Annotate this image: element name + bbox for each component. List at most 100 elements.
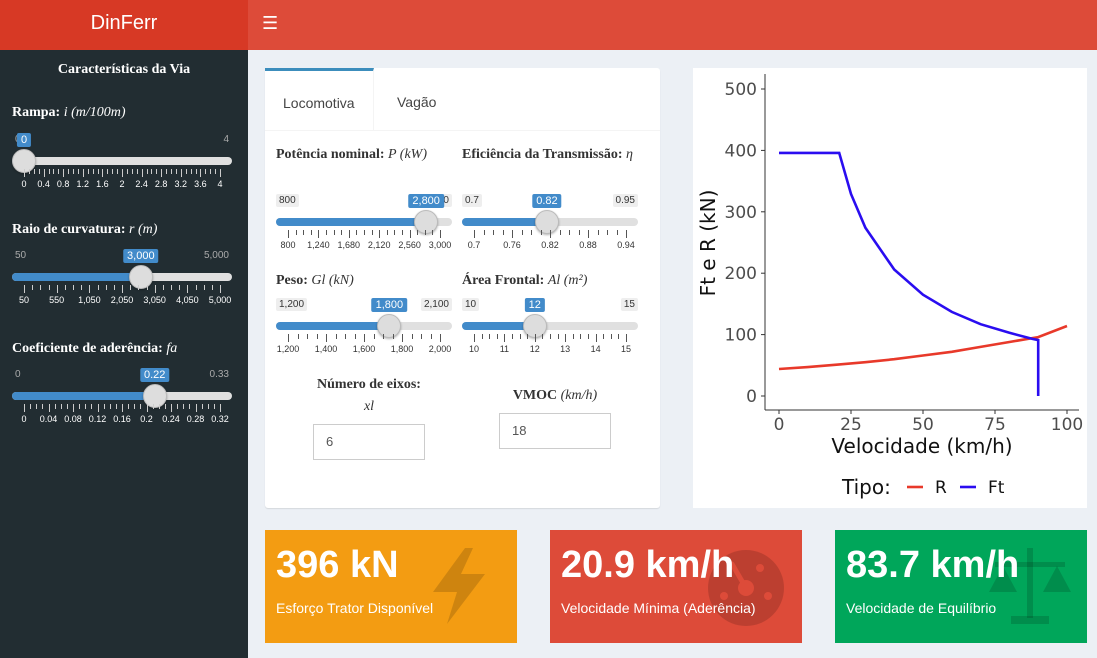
- slider-tick: [496, 334, 498, 339]
- slider-max-label: 15: [620, 298, 638, 311]
- slider-tick: [179, 285, 181, 290]
- slider-tick: [392, 334, 394, 339]
- infobox-esforco: 396 kN Esforço Trator Disponível: [265, 530, 517, 643]
- slider-tick: [213, 404, 215, 409]
- slider-tick-label: 0.08: [64, 414, 82, 424]
- slider-tick: [141, 169, 143, 177]
- slider-tick-label: 2,120: [367, 240, 391, 250]
- slider-handle[interactable]: [534, 210, 559, 234]
- slider-ticks: [462, 230, 638, 238]
- slider-max-label: 0.33: [209, 369, 229, 380]
- slider-tick: [430, 334, 432, 339]
- slider-tick: [519, 334, 521, 339]
- slider-tick: [603, 334, 605, 339]
- slider-tick-label: 15: [620, 344, 632, 354]
- slider-tick: [557, 334, 559, 339]
- slider-tick: [474, 230, 475, 238]
- slider-tick: [316, 334, 318, 339]
- menu-toggle-icon[interactable]: ☰: [262, 13, 279, 33]
- slider-tick: [48, 169, 50, 174]
- slider-tick: [394, 230, 396, 235]
- slider-fill: [276, 218, 427, 226]
- slider-tick: [161, 169, 163, 177]
- raio-slider[interactable]: 50 5,000 3,000 50 550 1,050 2,050 3,050 4,050 5,0…: [12, 249, 232, 309]
- infobox-velocidade-equilibrio: 83.7 km/h Velocidade de Equilíbrio: [835, 530, 1087, 643]
- eficiencia-slider[interactable]: 0.7 0.95 0.82 0.7 0.76 0.82 0.88 0.94: [462, 194, 638, 254]
- slider-tick: [626, 334, 627, 342]
- slider-tick-label: 800: [280, 240, 296, 250]
- slider-tick: [371, 230, 373, 235]
- slider-tick-label: 0: [21, 414, 27, 424]
- peso-slider[interactable]: 1,200 2,100 1,800 1,200 1,400 1,600 1,800 2,000: [276, 298, 452, 358]
- slider-tick: [356, 230, 358, 235]
- aderencia-slider[interactable]: 0 0.33 0.22 0 0.04 0.08 0.12 0.16 0.2 0.24 0.28 0.3…: [12, 368, 232, 428]
- slider-tick: [421, 334, 422, 339]
- slider-tick: [97, 285, 99, 290]
- slider-tick: [158, 404, 160, 409]
- tab-header: Locomotiva Vagão: [265, 68, 660, 131]
- legend-label-Ft: Ft: [988, 478, 1005, 498]
- eficiencia-label: Eficiência da Transmissão: η: [462, 147, 633, 162]
- slider-tick-label: 50: [18, 295, 30, 305]
- y-tick-label: 500: [725, 80, 757, 100]
- slider-track[interactable]: [12, 157, 232, 165]
- slider-handle[interactable]: [142, 384, 167, 408]
- slider-tick: [126, 169, 128, 174]
- slider-tick: [597, 230, 599, 235]
- rampa-slider[interactable]: 04000.40.81.21.622.42.83.23.64: [12, 133, 232, 193]
- slider-tick: [417, 230, 419, 235]
- slider-tick: [195, 285, 197, 290]
- slider-tick: [185, 169, 187, 174]
- slider-tick: [354, 334, 356, 339]
- potencia-slider[interactable]: 8003,0002,8008001,2401,6802,1202,5603,00…: [276, 194, 452, 254]
- slider-tick-label: 13: [560, 344, 571, 354]
- slider-tick: [92, 169, 94, 174]
- slider-max-label: 5,000: [203, 250, 229, 261]
- header-bar: DinFerr ☰: [0, 0, 1097, 50]
- vmoc-input[interactable]: 18: [499, 413, 611, 449]
- slider-tick: [64, 285, 66, 290]
- tab-locomotiva[interactable]: Locomotiva: [265, 68, 374, 131]
- slider-tick: [440, 334, 441, 342]
- bolt-icon: [433, 548, 485, 624]
- x-tick-label: 25: [840, 415, 862, 435]
- slider-tick: [81, 285, 83, 290]
- slider-fill: [12, 392, 155, 400]
- y-axis-title: Ft e R (kN): [696, 190, 720, 297]
- slider-tick: [140, 404, 142, 409]
- slider-tick: [333, 230, 335, 235]
- slider-tick-label: 0.04: [39, 414, 58, 424]
- y-tick-label: 200: [725, 264, 757, 284]
- slider-handle[interactable]: [128, 265, 153, 289]
- slider-tick: [162, 285, 164, 290]
- slider-tick-label: 0.24: [162, 414, 180, 424]
- slider-tick-label: 2,560: [398, 240, 421, 250]
- slider-tick: [177, 404, 179, 409]
- slider-tick: [122, 169, 123, 177]
- aderencia-label: Coeficiente de aderência: fa: [12, 341, 178, 356]
- eixos-input[interactable]: 6: [313, 424, 425, 460]
- slider-tick-label: 0.76: [503, 240, 521, 250]
- slider-track[interactable]: [462, 322, 638, 330]
- slider-tick-label: 0.88: [579, 240, 597, 250]
- slider-tick: [297, 334, 299, 339]
- tab-vagao[interactable]: Vagão: [397, 94, 437, 110]
- slider-ticks: [276, 334, 452, 342]
- slider-tick: [97, 169, 99, 174]
- slider-tick: [97, 404, 99, 412]
- slider-tick: [504, 334, 506, 342]
- slider-tick: [607, 230, 608, 235]
- slider-tick: [28, 169, 30, 174]
- slider-tick: [130, 285, 132, 290]
- slider-tick: [112, 169, 114, 174]
- slider-tick-label: 0.4: [37, 179, 50, 189]
- esforco-label: Esforço Trator Disponível: [276, 600, 434, 616]
- slider-tick: [102, 169, 104, 177]
- slider-handle[interactable]: [377, 314, 402, 338]
- slider-max-label: 4: [223, 134, 229, 145]
- slider-tick-label: 0.8: [56, 179, 70, 189]
- app-brand[interactable]: DinFerr: [0, 0, 248, 50]
- slider-tick: [87, 169, 89, 174]
- area-slider[interactable]: 10 15 12 10 11 12 13 14 15: [462, 298, 638, 358]
- rampa-label: Rampa: i (m/100m): [12, 105, 126, 120]
